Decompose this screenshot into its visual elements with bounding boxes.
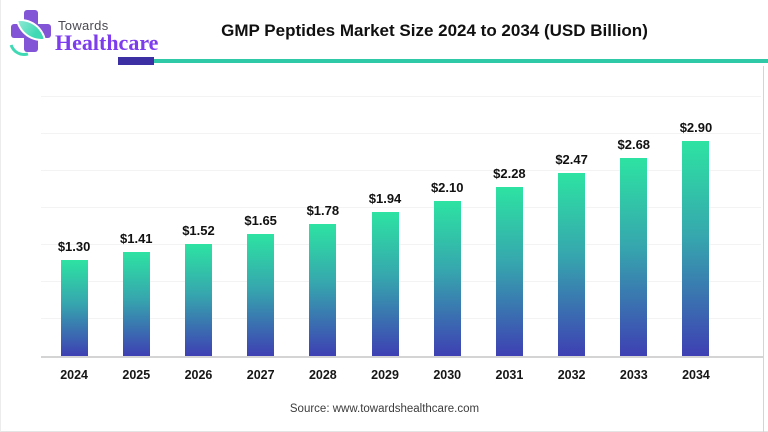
bar-chart-plot-area: $1.30 $1.41 $1.52 $1.65 $1.78 $1.94 $2.10 $2.28…: [41, 96, 764, 358]
chart-title: GMP Peptides Market Size 2024 to 2034 (U…: [221, 21, 648, 40]
bar-slot-2034: $2.90: [665, 120, 727, 356]
x-axis-labels: 2024 2025 2026 2027 2028 2029 2030 2031 2032 2033…: [43, 368, 727, 382]
gridline: [41, 244, 761, 245]
x-axis-label-2026: 2026: [184, 368, 213, 382]
gridline: [41, 96, 761, 97]
bar-slot-2029: $1.94: [354, 191, 416, 356]
x-axis-label-2032: 2032: [557, 368, 586, 382]
x-axis-label-2029: 2029: [371, 368, 399, 382]
bar-value-label: $1.41: [120, 230, 153, 246]
divider-teal-line: [154, 59, 768, 63]
bar-slot-2032: $2.47: [541, 152, 603, 356]
bar-slot-2026: $1.52: [167, 223, 229, 356]
gridline: [41, 133, 761, 134]
bar-2034: [682, 141, 710, 356]
x-axis-label-2027: 2027: [246, 368, 275, 382]
bar-value-label: $1.94: [368, 191, 402, 207]
bar-value-label: $2.90: [679, 120, 713, 136]
frame-right-border: [763, 66, 764, 432]
bar-slot-2027: $1.65: [230, 213, 292, 356]
bar-2030: [433, 200, 461, 356]
x-axis-label-2033: 2033: [619, 368, 648, 382]
bar-2025: [122, 251, 150, 356]
bar-2024: [60, 259, 88, 356]
logo-text-towards: Towards: [58, 18, 109, 33]
bar-value-label: $1.30: [57, 238, 91, 254]
bar-2032: [558, 173, 586, 356]
bar-slot-2033: $2.68: [603, 137, 665, 356]
bar-value-label: $1.52: [182, 222, 215, 238]
bar-slot-2028: $1.78: [292, 203, 354, 356]
towards-healthcare-logo: Towards Healthcare: [3, 8, 159, 62]
bar-2027: [247, 233, 275, 356]
bar-value-label: $1.78: [306, 203, 340, 219]
bar-2031: [495, 187, 523, 356]
bar-slot-2025: $1.41: [105, 231, 167, 356]
x-axis-label-2024: 2024: [60, 368, 88, 382]
gridline: [41, 170, 761, 171]
bar-slot-2024: $1.30: [43, 239, 105, 356]
medical-cross-icon: [3, 10, 51, 62]
gridline: [41, 318, 761, 319]
bar-series: $1.30 $1.41 $1.52 $1.65 $1.78 $1.94 $2.10 $2.28…: [43, 99, 727, 356]
x-axis-label-2031: 2031: [495, 368, 524, 382]
divider-purple-segment: [118, 57, 154, 65]
bar-2029: [371, 212, 399, 356]
x-axis-label-2028: 2028: [308, 368, 337, 382]
bar-value-label: $1.65: [244, 212, 277, 228]
bar-value-label: $2.10: [430, 179, 464, 195]
source-text: Source: www.towardshealthcare.com: [289, 403, 480, 415]
x-axis-label-2025: 2025: [122, 368, 151, 382]
bar-value-label: $2.68: [617, 136, 651, 152]
bar-value-label: $2.28: [493, 166, 526, 182]
bar-value-label: $2.47: [555, 152, 588, 168]
bar-2028: [309, 224, 337, 356]
x-axis-label-2034: 2034: [682, 368, 710, 382]
bar-slot-2031: $2.28: [478, 166, 540, 356]
gridline: [41, 207, 761, 208]
bar-2033: [620, 157, 648, 356]
bar-slot-2030: $2.10: [416, 180, 478, 356]
bar-2026: [184, 243, 212, 356]
x-axis-label-2030: 2030: [433, 368, 462, 382]
logo-text-healthcare: Healthcare: [55, 30, 159, 55]
gridline: [41, 281, 761, 282]
